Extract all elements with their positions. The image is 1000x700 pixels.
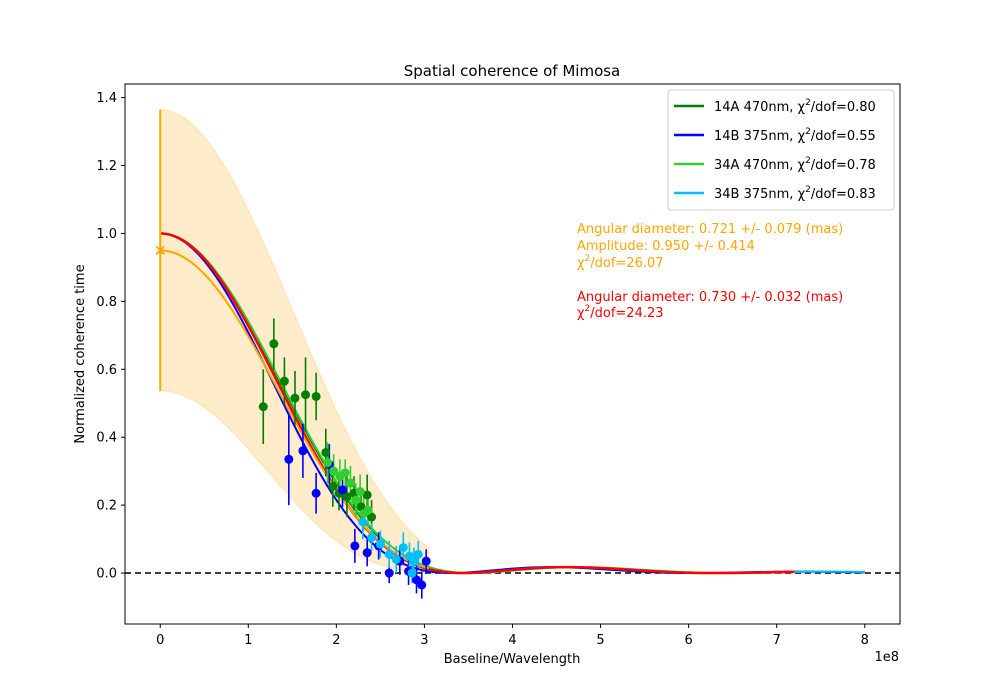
- data-point-series-2-2: [298, 446, 308, 456]
- data-point-series-1-6: [311, 391, 321, 401]
- data-point-series-3-7: [355, 487, 365, 497]
- legend: 14A 470nm, χ2/dof=0.80 14B 375nm, χ2/dof=…: [667, 89, 895, 211]
- uncertainty-band-layer: [159, 109, 430, 574]
- data-point-series-3-9: [363, 505, 373, 515]
- data-point-series-2-1: [284, 454, 294, 464]
- legend-label-2: 14B 375nm, χ2/dof=0.55: [714, 127, 876, 144]
- amplitude-marker: [155, 245, 165, 256]
- x-tick-label-1: 1: [244, 633, 252, 648]
- red-chi-value: /dof=24.23: [590, 306, 663, 321]
- x-tick-label-6: 6: [684, 633, 692, 648]
- data-point-series-2-13: [417, 580, 427, 590]
- y-tick-label-7: 1.4: [96, 91, 117, 106]
- data-point-series-4-9: [413, 549, 423, 559]
- data-point-series-1-4: [290, 393, 300, 403]
- orange-chi-superscript: 2: [585, 254, 591, 264]
- data-point-series-2-7: [362, 548, 372, 558]
- data-point-series-1-8: [328, 481, 338, 491]
- legend-label-4: 34B 375nm, χ2/dof=0.83: [714, 185, 876, 202]
- orange-annotation-diameter: Angular diameter: 0.721 +/- 0.079 (mas): [577, 222, 843, 237]
- data-point-series-2-9: [384, 568, 394, 578]
- orange-fit-annotation: Angular diameter: 0.721 +/- 0.079 (mas) …: [577, 222, 843, 271]
- orange-chi-value: /dof=26.07: [590, 256, 663, 271]
- x-tick-label-4: 4: [508, 633, 516, 648]
- data-point-series-4-8: [409, 556, 419, 566]
- data-point-series-1-10: [342, 492, 352, 502]
- x-tick-label-2: 2: [332, 633, 340, 648]
- data-point-series-1-1: [258, 402, 268, 412]
- data-point-series-1-14: [367, 512, 377, 522]
- data-point-series-1-7: [321, 447, 331, 457]
- x-tick-label-5: 5: [596, 633, 604, 648]
- y-tick-label-0: 0.0: [96, 567, 117, 582]
- red-annotation-diameter: Angular diameter: 0.730 +/- 0.032 (mas): [577, 290, 843, 305]
- data-point-series-4-4: [384, 549, 394, 559]
- x-tick-label-3: 3: [420, 633, 428, 648]
- data-point-series-2-3: [311, 488, 321, 498]
- data-point-series-3-5: [345, 478, 355, 488]
- y-tick-label-3: 0.6: [96, 363, 117, 378]
- y-tick-label-5: 1.0: [96, 227, 117, 242]
- data-point-series-3-6: [351, 495, 361, 505]
- x-axis-label: Baseline/Wavelength: [444, 652, 581, 667]
- orange-chi-symbol: χ: [577, 256, 585, 271]
- axis-ticks: 0 1 2 3 4 5 6 7 8 0.0 0.2 0.4 0.6 0.8 1.0 1.2 1.4: [96, 91, 869, 648]
- data-point-series-4-1: [358, 517, 368, 527]
- data-point-series-1-2: [269, 339, 279, 349]
- data-point-series-4-5: [391, 554, 401, 564]
- chart-title: Spatial coherence of Mimosa: [404, 62, 621, 80]
- data-point-series-4-10: [407, 568, 417, 578]
- combined-fit-curve: [160, 232, 795, 575]
- y-tick-label-4: 0.8: [96, 295, 117, 310]
- data-point-series-1-13: [362, 490, 372, 500]
- data-point-series-3-2: [329, 466, 339, 476]
- x-tick-label-7: 7: [773, 633, 781, 648]
- data-point-series-3-1: [323, 458, 333, 468]
- legend-label-1: 14A 470nm, χ2/dof=0.80: [714, 98, 876, 115]
- red-chi-superscript: 2: [585, 304, 591, 314]
- legend-label-3: 34A 470nm, χ2/dof=0.78: [714, 156, 876, 173]
- legend-box: [667, 89, 895, 211]
- data-point-series-1-12: [356, 502, 366, 512]
- data-point-series-2-6: [350, 541, 360, 551]
- y-tick-label-6: 1.2: [96, 159, 117, 174]
- y-tick-label-1: 0.2: [96, 499, 117, 514]
- data-point-series-4-3: [375, 539, 385, 549]
- y-axis-label: Normalized coherence time: [73, 264, 88, 443]
- x-axis-offset-label: 1e8: [874, 650, 899, 665]
- x-tick-label-0: 0: [156, 633, 164, 648]
- orange-annotation-chi2: χ2/dof=26.07: [577, 254, 664, 271]
- amplitude-uncertainty-band: [159, 109, 430, 574]
- y-tick-label-2: 0.4: [96, 431, 117, 446]
- data-point-series-4-2: [367, 532, 377, 542]
- data-point-series-4-6: [398, 543, 408, 553]
- data-point-series-2-14: [421, 556, 431, 566]
- red-chi-symbol: χ: [577, 306, 585, 321]
- data-point-series-3-4: [340, 468, 350, 478]
- data-points-layer: [155, 109, 431, 599]
- x-tick-label-8: 8: [861, 633, 869, 648]
- orange-annotation-amplitude: Amplitude: 0.950 +/- 0.414: [577, 239, 755, 254]
- data-point-series-2-5: [338, 485, 348, 495]
- red-annotation-chi2: χ2/dof=24.23: [577, 304, 664, 321]
- data-point-series-1-3: [279, 376, 289, 386]
- data-point-series-1-5: [301, 390, 311, 400]
- red-fit-annotation: Angular diameter: 0.730 +/- 0.032 (mas) …: [577, 290, 843, 321]
